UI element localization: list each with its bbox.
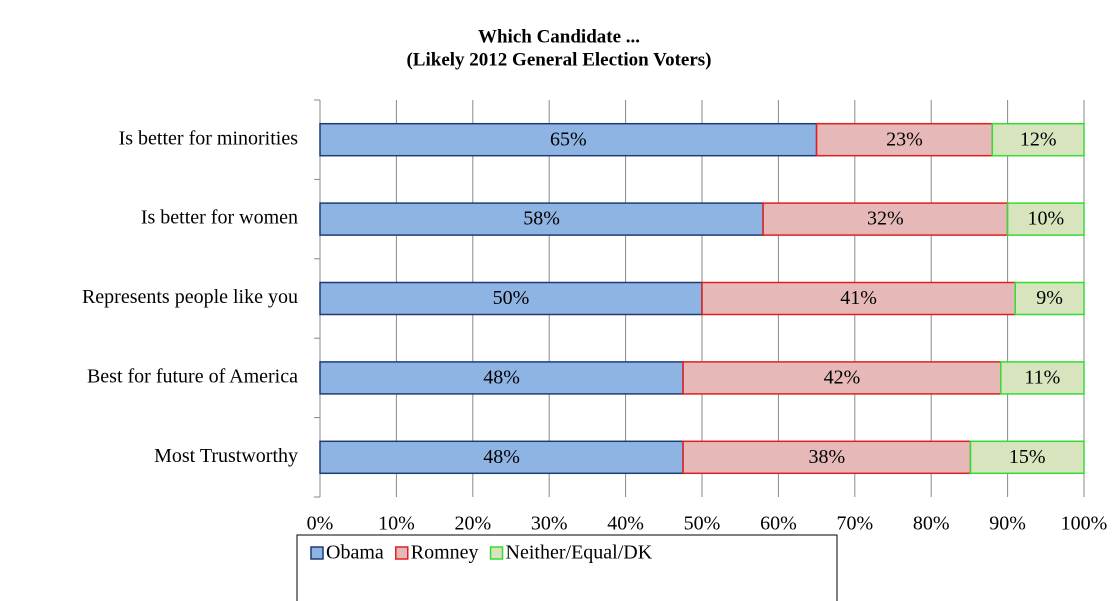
data-label: 32% <box>867 208 904 230</box>
data-label: 48% <box>483 446 520 468</box>
bar-segment <box>1000 361 1085 395</box>
legend-swatch <box>395 546 409 560</box>
x-tick-label: 0% <box>307 513 334 535</box>
bar-segment <box>319 361 684 395</box>
category-label: Is better for minorities <box>119 127 299 149</box>
legend-swatch <box>489 546 504 560</box>
data-label: 41% <box>840 287 877 309</box>
x-tick-label: 90% <box>989 513 1026 535</box>
chart-title: Which Candidate ... <box>478 26 640 47</box>
x-tick-label: 70% <box>836 513 873 535</box>
legend-box <box>296 534 838 601</box>
bar-segment <box>815 122 994 157</box>
legend-label: Obama <box>326 542 384 564</box>
data-label: 50% <box>493 287 530 309</box>
data-label: 23% <box>886 128 923 150</box>
data-label: 48% <box>483 366 520 388</box>
data-label: 15% <box>1009 446 1046 468</box>
x-tick-label: 10% <box>378 513 415 535</box>
bar-segment <box>319 202 764 236</box>
x-tick-label: 80% <box>913 513 950 535</box>
data-label: 42% <box>824 366 861 388</box>
category-label: Is better for women <box>141 207 298 229</box>
data-label: 65% <box>550 128 587 150</box>
legend-label: Neither/Equal/DK <box>506 542 653 564</box>
bar-segment <box>991 122 1085 157</box>
data-label: 10% <box>1027 208 1064 230</box>
bar-segment <box>1014 281 1085 316</box>
bar-segment <box>1006 202 1085 236</box>
data-label: 11% <box>1024 366 1060 388</box>
chart-subtitle: (Likely 2012 General Election Voters) <box>406 49 711 70</box>
category-label: Best for future of America <box>87 365 298 387</box>
bar-segment <box>701 281 1016 316</box>
data-label: 12% <box>1020 128 1057 150</box>
x-tick-label: 20% <box>454 513 491 535</box>
bar-segment <box>319 440 684 475</box>
legend-swatch <box>310 546 324 560</box>
data-label: 58% <box>523 208 560 230</box>
category-label: Most Trustworthy <box>154 445 298 467</box>
x-tick-label: 30% <box>531 513 568 535</box>
x-tick-label: 60% <box>760 513 797 535</box>
data-label: 38% <box>808 446 845 468</box>
x-tick-label: 50% <box>684 513 721 535</box>
data-label: 9% <box>1036 287 1063 309</box>
category-label: Represents people like you <box>82 286 298 308</box>
x-tick-label: 40% <box>607 513 644 535</box>
bar-segment <box>969 440 1085 475</box>
x-tick-label: 100% <box>1061 513 1108 535</box>
legend-label: Romney <box>411 542 479 564</box>
